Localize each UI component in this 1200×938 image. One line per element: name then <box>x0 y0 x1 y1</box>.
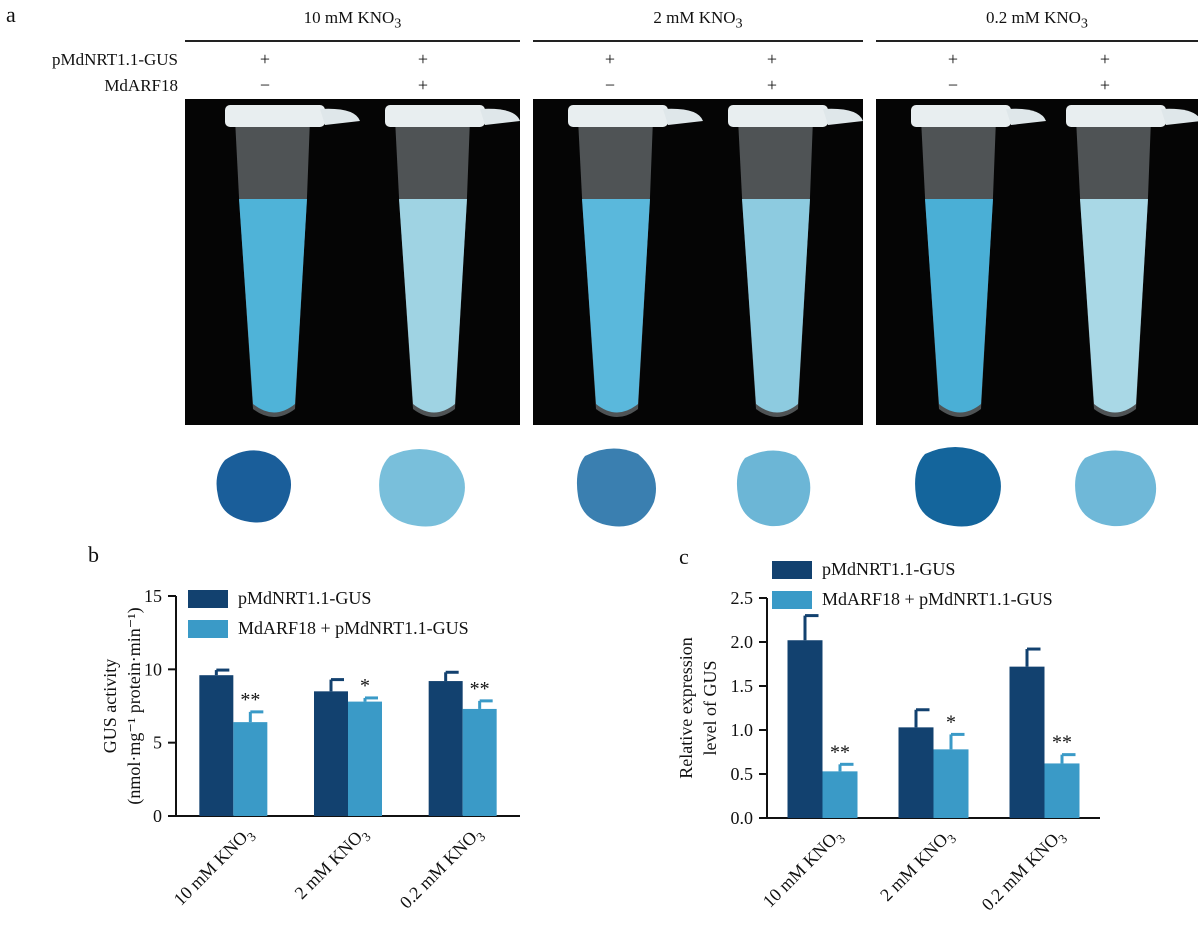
sign-r2-c1: − <box>259 75 271 95</box>
x-tick-label: 10 mM KNO3 <box>170 823 259 912</box>
tube-photo-2 <box>533 99 863 425</box>
chart-c: 0.0 0.5 1.0 1.5 2.0 2.5 Relative expression lev… <box>676 559 1100 918</box>
bar-1-3 <box>1009 666 1045 818</box>
significance-label: ** <box>1052 732 1072 754</box>
y-tick-label: 1.5 <box>731 676 754 696</box>
panel-c-letter: c <box>679 544 689 569</box>
bar-1-2 <box>314 691 348 816</box>
sign-r1-c1: + <box>259 49 271 69</box>
legend-label-1: pMdNRT1.1-GUS <box>822 559 955 579</box>
sign-r2-c3: − <box>604 75 616 95</box>
significance-label: * <box>360 675 370 697</box>
bar-2-2 <box>348 701 382 816</box>
condition-title-2: 2 mM KNO3 <box>653 8 743 32</box>
bar-2-1 <box>233 722 268 816</box>
significance-label: ** <box>470 678 490 700</box>
y-axis-label-line1: GUS activity <box>100 659 120 754</box>
bar-1-2 <box>898 727 934 818</box>
bar-1-1 <box>787 640 823 818</box>
bar-2-3 <box>462 708 497 816</box>
panel-a-letter: a <box>6 2 16 27</box>
callus-control-0.2mM <box>915 447 1001 527</box>
bar-2-3 <box>1044 763 1080 818</box>
tube-arf18-10mM <box>385 105 520 417</box>
callus-control-10mM <box>216 450 292 523</box>
tube-photo-3 <box>876 99 1198 425</box>
legend-label-2: MdARF18 + pMdNRT1.1-GUS <box>238 618 469 638</box>
y-tick-label: 0.5 <box>731 764 754 784</box>
tube-control-10mM <box>225 105 360 417</box>
y-tick-label: 5 <box>153 733 162 753</box>
sign-r2-c4: + <box>766 75 778 95</box>
tube-control-0.2mM <box>911 105 1046 417</box>
condition-title-1: 10 mM KNO3 <box>303 8 402 32</box>
y-tick-label: 1.0 <box>731 720 754 740</box>
sign-r2-c6: + <box>1099 75 1111 95</box>
significance-label: * <box>946 711 956 733</box>
sign-r2-c2: + <box>417 75 429 95</box>
tube-arf18-2mM <box>728 105 863 417</box>
tube-control-2mM <box>568 105 703 417</box>
bar-2-2 <box>933 749 969 818</box>
callus-row <box>216 447 1157 527</box>
legend-label-1: pMdNRT1.1-GUS <box>238 588 371 608</box>
panel-b-letter: b <box>88 542 99 567</box>
legend-swatch-1 <box>772 561 812 579</box>
legend-label-2: MdARF18 + pMdNRT1.1-GUS <box>822 589 1053 609</box>
y-tick-label: 0 <box>153 806 162 826</box>
condition-title-3: 0.2 mM KNO3 <box>986 8 1088 32</box>
tube-arf18-0.2mM <box>1066 105 1198 417</box>
sign-r1-c3: + <box>604 49 616 69</box>
x-tick-label: 0.2 mM KNO3 <box>396 823 489 916</box>
callus-arf18-10mM <box>379 449 465 527</box>
bar-1-3 <box>428 681 463 816</box>
y-tick-label: 15 <box>144 586 162 606</box>
tube-photo-1 <box>185 99 520 425</box>
x-tick-label: 0.2 mM KNO3 <box>978 825 1071 918</box>
callus-arf18-2mM <box>736 450 811 527</box>
sign-r2-c5: − <box>947 75 959 95</box>
y-axis-label-line2: level of GUS <box>700 661 720 756</box>
callus-control-2mM <box>576 448 656 527</box>
x-tick-label: 2 mM KNO3 <box>876 825 959 908</box>
sign-r1-c6: + <box>1099 49 1111 69</box>
condition-rule-2 <box>533 40 863 42</box>
row-label-effector: MdARF18 <box>104 76 178 95</box>
sign-r1-c5: + <box>947 49 959 69</box>
x-tick-label: 2 mM KNO3 <box>291 823 374 906</box>
y-tick-label: 0.0 <box>731 808 754 828</box>
x-tick-label: 10 mM KNO3 <box>759 825 848 914</box>
y-tick-label: 2.5 <box>731 588 754 608</box>
y-tick-label: 2.0 <box>731 632 754 652</box>
y-tick-label: 10 <box>144 659 162 679</box>
bar-2-1 <box>822 771 858 818</box>
y-axis-label-line1: Relative expression <box>676 637 696 778</box>
legend-swatch-2 <box>188 620 228 638</box>
callus-arf18-0.2mM <box>1075 450 1157 527</box>
chart-b: 0 5 10 15 GUS activity (nmol·mg⁻¹ protein·min… <box>100 586 520 916</box>
condition-rule-3 <box>876 40 1198 42</box>
significance-label: ** <box>830 741 850 763</box>
bar-1-1 <box>199 675 234 816</box>
legend-swatch-2 <box>772 591 812 609</box>
condition-rule-1 <box>185 40 520 42</box>
row-label-reporter: pMdNRT1.1-GUS <box>51 50 178 69</box>
significance-label: ** <box>240 689 260 711</box>
legend-swatch-1 <box>188 590 228 608</box>
y-axis-label-line2: (nmol·mg⁻¹ protein·min⁻¹) <box>124 607 145 804</box>
sign-r1-c2: + <box>417 49 429 69</box>
sign-r1-c4: + <box>766 49 778 69</box>
